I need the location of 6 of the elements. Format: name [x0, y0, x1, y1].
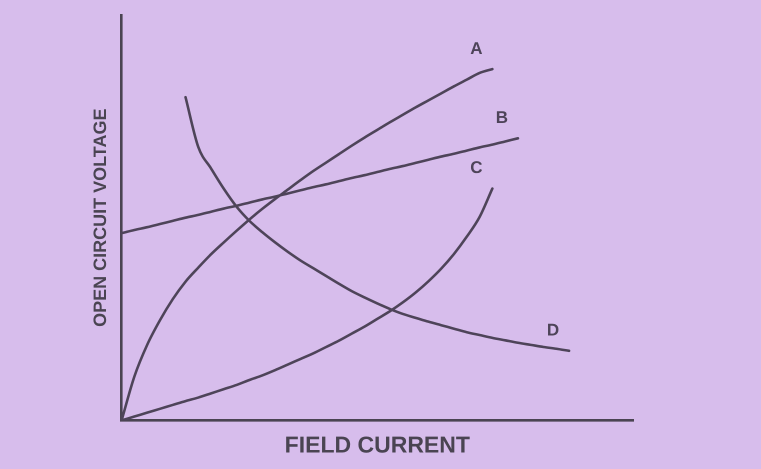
series-label: B [496, 108, 508, 127]
series-label: D [546, 320, 560, 340]
series-label: C [470, 158, 483, 178]
series-label: A [470, 38, 483, 58]
x-axis-title: FIELD CURRENT [284, 432, 470, 458]
y-axis-title: OPEN CIRCUIT VOLTAGE [90, 108, 110, 327]
